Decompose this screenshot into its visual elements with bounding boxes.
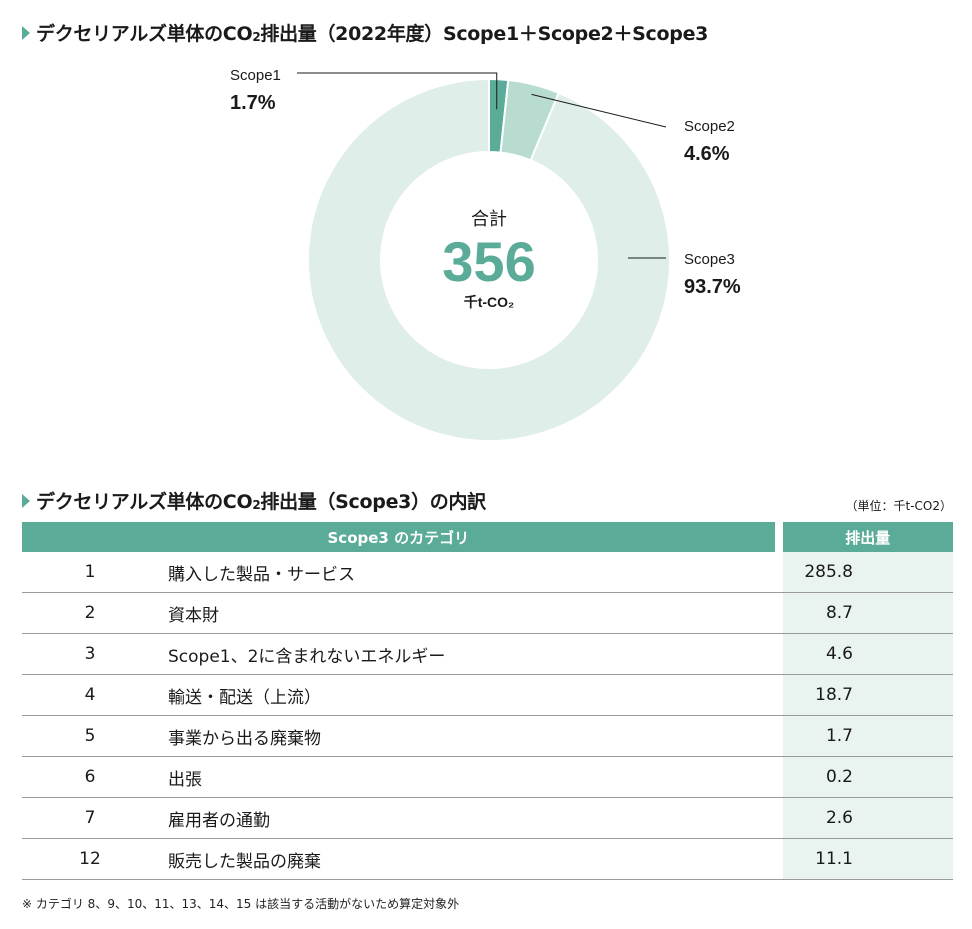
- slice-value-scope1: 1.7%: [230, 92, 276, 114]
- leader-line-scope1: [297, 72, 498, 110]
- table-heading-tail: 排出量（Scope3）の内訳: [260, 491, 486, 513]
- row-value: 18.7: [782, 675, 953, 716]
- center-total-value: 356: [442, 230, 535, 293]
- row-category: Scope1、2に含まれないエネルギー: [158, 634, 775, 675]
- header-value: 排出量: [782, 522, 953, 552]
- leader-line-scope2: [531, 93, 667, 128]
- row-category: 販売した製品の廃棄: [158, 839, 775, 880]
- row-number: 6: [22, 757, 158, 798]
- table-row: 6 出張 0.2: [22, 757, 953, 798]
- row-category: 輸送・配送（上流）: [158, 675, 775, 716]
- table-row: 1 購入した製品・サービス 285.8: [22, 552, 953, 593]
- row-value: 285.8: [782, 552, 953, 593]
- table-row: 2 資本財 8.7: [22, 593, 953, 634]
- slice-label-scope2: Scope2: [684, 118, 735, 135]
- table-row: 5 事業から出る廃棄物 1.7: [22, 716, 953, 757]
- donut-chart: Scope1 1.7% Scope2 4.6% Scope3 93.7% 合計356千t-C…: [230, 67, 741, 442]
- row-category: 出張: [158, 757, 775, 798]
- chart-heading-text: デクセリアルズ単体のCO: [36, 23, 253, 45]
- row-value: 11.1: [782, 839, 953, 880]
- row-value: 4.6: [782, 634, 953, 675]
- triangle-marker-icon: [22, 493, 30, 508]
- chart-heading: デクセリアルズ単体のCO 2 排出量（2022年度）Scope1＋Scope2＋Sc…: [22, 19, 708, 46]
- unit-note: （単位：千t-CO2）: [845, 499, 953, 513]
- row-number: 5: [22, 716, 158, 757]
- table-row: 12 販売した製品の廃棄 11.1: [22, 839, 953, 880]
- table-row: 7 雇用者の通勤 2.6: [22, 798, 953, 839]
- table-row: 3 Scope1、2に含まれないエネルギー 4.6: [22, 634, 953, 675]
- row-category: 資本財: [158, 593, 775, 634]
- center-total-unit: 千t-CO₂: [464, 294, 515, 310]
- row-number: 4: [22, 675, 158, 716]
- row-category: 雇用者の通勤: [158, 798, 775, 839]
- triangle-marker-icon: [22, 25, 30, 40]
- row-number: 3: [22, 634, 158, 675]
- row-number: 7: [22, 798, 158, 839]
- center-total-label: 合計: [471, 209, 507, 229]
- table-heading-subscript: 2: [252, 497, 261, 512]
- row-number: 12: [22, 839, 158, 880]
- row-number: 2: [22, 593, 158, 634]
- slice-value-scope2: 4.6%: [684, 143, 730, 165]
- chart-heading-tail: 排出量（2022年度）Scope1＋Scope2＋Scope3: [260, 23, 709, 45]
- chart-heading-subscript: 2: [252, 29, 261, 44]
- donut-slice-scope3: [307, 77, 671, 442]
- row-value: 1.7: [782, 716, 953, 757]
- footnote: ※ カテゴリ 8、9、10、11、13、14、15 は該当する活動がないため算定…: [22, 897, 460, 911]
- scope3-breakdown-table: Scope3 のカテゴリ 排出量 1 購入した製品・サービス 285.8 2 資本財 8.…: [22, 522, 953, 880]
- row-value: 8.7: [782, 593, 953, 634]
- row-category: 事業から出る廃棄物: [158, 716, 775, 757]
- row-category: 購入した製品・サービス: [158, 552, 775, 593]
- slice-label-scope3: Scope3: [684, 251, 735, 268]
- row-value: 0.2: [782, 757, 953, 798]
- header-category: Scope3 のカテゴリ: [22, 522, 775, 552]
- table-heading: デクセリアルズ単体のCO 2 排出量（Scope3）の内訳: [22, 487, 486, 514]
- table-heading-text: デクセリアルズ単体のCO: [36, 491, 253, 513]
- slice-label-scope1: Scope1: [230, 67, 281, 84]
- row-value: 2.6: [782, 798, 953, 839]
- table-row: 4 輸送・配送（上流） 18.7: [22, 675, 953, 716]
- row-number: 1: [22, 552, 158, 593]
- slice-value-scope3: 93.7%: [684, 276, 741, 298]
